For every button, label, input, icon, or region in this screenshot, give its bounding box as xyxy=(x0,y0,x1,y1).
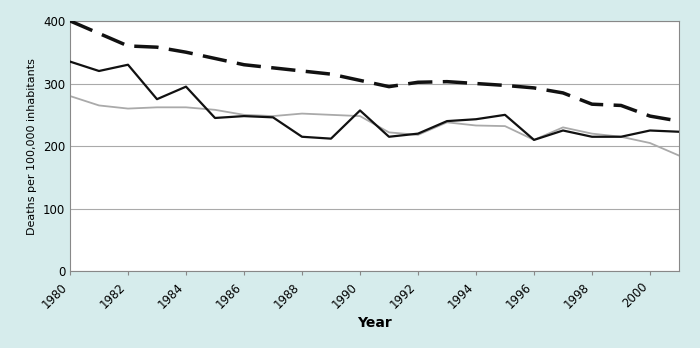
X-axis label: Year: Year xyxy=(357,316,392,331)
Y-axis label: Deaths per 100,000 inhabitants: Deaths per 100,000 inhabitants xyxy=(27,58,37,235)
